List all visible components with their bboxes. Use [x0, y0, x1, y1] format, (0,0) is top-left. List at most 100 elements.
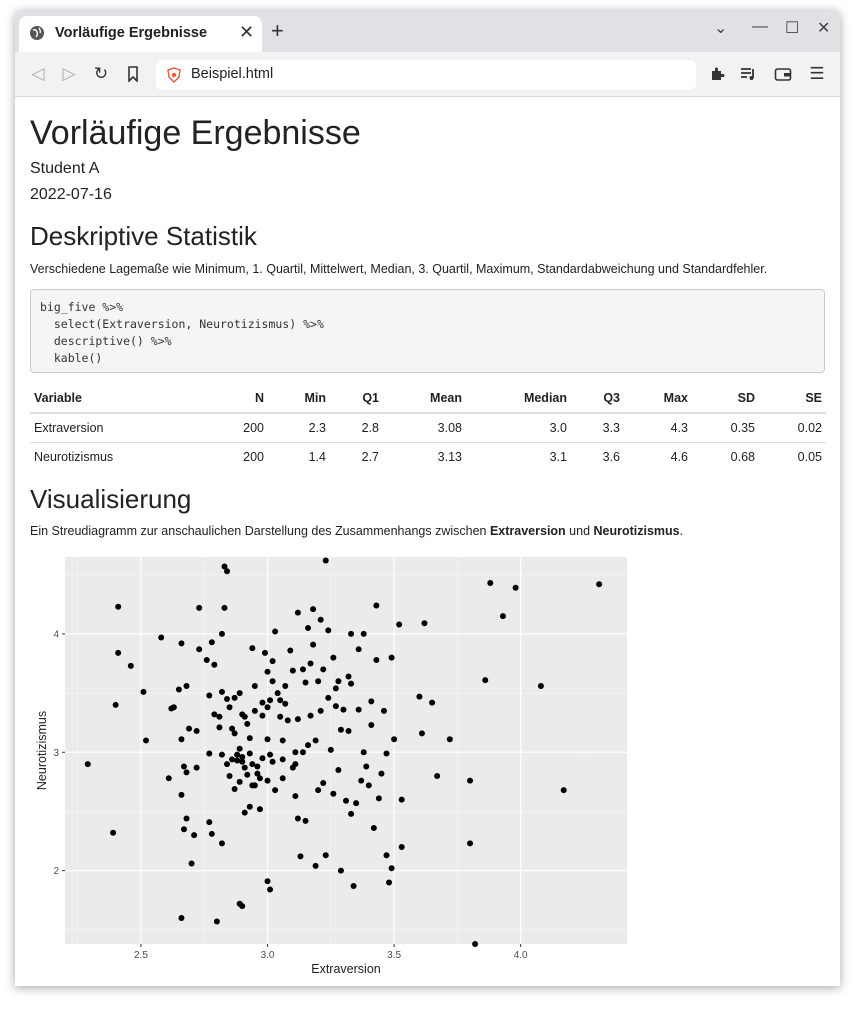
globe-icon — [30, 26, 44, 40]
data-point — [315, 678, 322, 685]
data-point — [312, 862, 319, 869]
data-point — [345, 673, 352, 680]
data-point — [178, 791, 185, 798]
data-point — [241, 713, 248, 720]
data-point — [370, 825, 377, 832]
data-point — [216, 724, 223, 731]
bookmark-icon[interactable] — [123, 64, 143, 84]
x-axis-label: Extraversion — [311, 962, 381, 976]
data-point — [310, 641, 317, 648]
data-point — [386, 879, 393, 886]
table-cell: 3.13 — [437, 450, 462, 464]
data-point — [315, 787, 322, 794]
data-point — [383, 852, 390, 859]
code-line: big_five %>% — [40, 300, 124, 314]
data-point — [229, 725, 236, 732]
new-tab-icon[interactable]: + — [271, 18, 284, 43]
data-point — [221, 604, 228, 611]
data-point — [348, 810, 355, 817]
scatter-plot: 2.5 3.0 3.5 4.0 2 3 4 Extraversion Neurotizismus — [35, 557, 627, 976]
code-line: select(Extraversion, Neurotizismus) %>% — [40, 317, 324, 331]
data-point — [226, 704, 233, 711]
data-point — [127, 662, 134, 669]
data-point — [178, 736, 185, 743]
data-point — [302, 679, 309, 686]
data-point — [256, 775, 263, 782]
data-point — [327, 746, 334, 753]
data-point — [249, 761, 256, 768]
data-point — [256, 806, 263, 813]
data-point — [264, 668, 271, 675]
data-point — [186, 725, 193, 732]
data-point — [325, 694, 332, 701]
data-point — [191, 832, 198, 839]
table-cell: 0.35 — [692, 413, 759, 443]
data-point — [234, 757, 241, 764]
tab-title: Vorläufige Ergebnisse — [55, 25, 208, 41]
data-point — [348, 680, 355, 687]
data-point — [482, 677, 489, 684]
playlist-icon[interactable] — [739, 64, 759, 84]
address-bar[interactable]: Beispiel.html — [156, 60, 696, 90]
data-point — [178, 640, 185, 647]
data-point — [193, 727, 200, 734]
data-point — [165, 775, 172, 782]
active-tab[interactable]: Vorläufige Ergebnisse ✕ — [19, 16, 262, 52]
data-point — [231, 694, 238, 701]
data-point — [115, 603, 122, 610]
y-tick-label: 4 — [53, 629, 59, 640]
menu-icon[interactable]: ☰ — [809, 64, 825, 83]
code-line: descriptive() %>% — [40, 334, 172, 348]
data-point — [380, 707, 387, 714]
back-icon[interactable]: ◁ — [31, 64, 45, 83]
brave-shield-icon[interactable] — [166, 67, 182, 83]
data-point — [332, 703, 339, 710]
tab-list-chevron-icon[interactable]: ⌄ — [714, 20, 728, 37]
data-point — [353, 800, 360, 807]
data-point — [307, 712, 314, 719]
data-point — [297, 853, 304, 860]
wallet-icon[interactable] — [773, 64, 793, 84]
table-cell: 3.1 — [549, 450, 567, 464]
data-point — [241, 809, 248, 816]
data-point — [279, 737, 286, 744]
data-point — [560, 787, 567, 794]
data-point — [320, 666, 327, 673]
data-point — [294, 609, 301, 616]
data-point — [391, 736, 398, 743]
x-tick-label: 4.0 — [514, 950, 528, 961]
data-point — [421, 620, 428, 627]
section-description-statistics: Verschiedene Lagemaße wie Minimum, 1. Qu… — [30, 262, 768, 276]
table-cell: 3.6 — [602, 450, 620, 464]
data-point — [259, 699, 266, 706]
data-point — [170, 704, 177, 711]
data-point — [264, 704, 271, 711]
data-point — [337, 867, 344, 874]
data-point — [84, 761, 91, 768]
table-cell: 3.08 — [383, 413, 466, 443]
data-point — [284, 717, 291, 724]
data-point — [287, 647, 294, 654]
data-point — [360, 749, 367, 756]
data-point — [231, 785, 238, 792]
page-content: Vorläufige Ergebnisse Student A 2022-07-… — [15, 97, 840, 986]
table-cell: 0.68 — [730, 450, 755, 464]
data-point — [378, 770, 385, 777]
table-header-row: Variable N Min Q1 Mean Median Q3 Max SD … — [30, 384, 826, 414]
minimize-icon[interactable]: — — [752, 18, 768, 35]
extensions-icon[interactable] — [707, 64, 727, 84]
column-header: Min — [268, 384, 330, 414]
data-point — [269, 678, 276, 685]
section-title-visualization: Visualisierung — [30, 484, 192, 514]
data-point — [218, 840, 225, 847]
window-close-icon[interactable]: ✕ — [817, 20, 831, 37]
tab-close-icon[interactable]: ✕ — [239, 22, 255, 42]
reload-icon[interactable]: ↻ — [93, 64, 109, 83]
data-point — [259, 755, 266, 762]
data-point — [358, 777, 365, 784]
data-point — [239, 903, 246, 910]
maximize-icon[interactable]: ☐ — [785, 20, 800, 37]
forward-icon[interactable]: ▷ — [62, 64, 76, 83]
data-point — [305, 625, 312, 632]
date: 2022-07-16 — [30, 186, 112, 203]
